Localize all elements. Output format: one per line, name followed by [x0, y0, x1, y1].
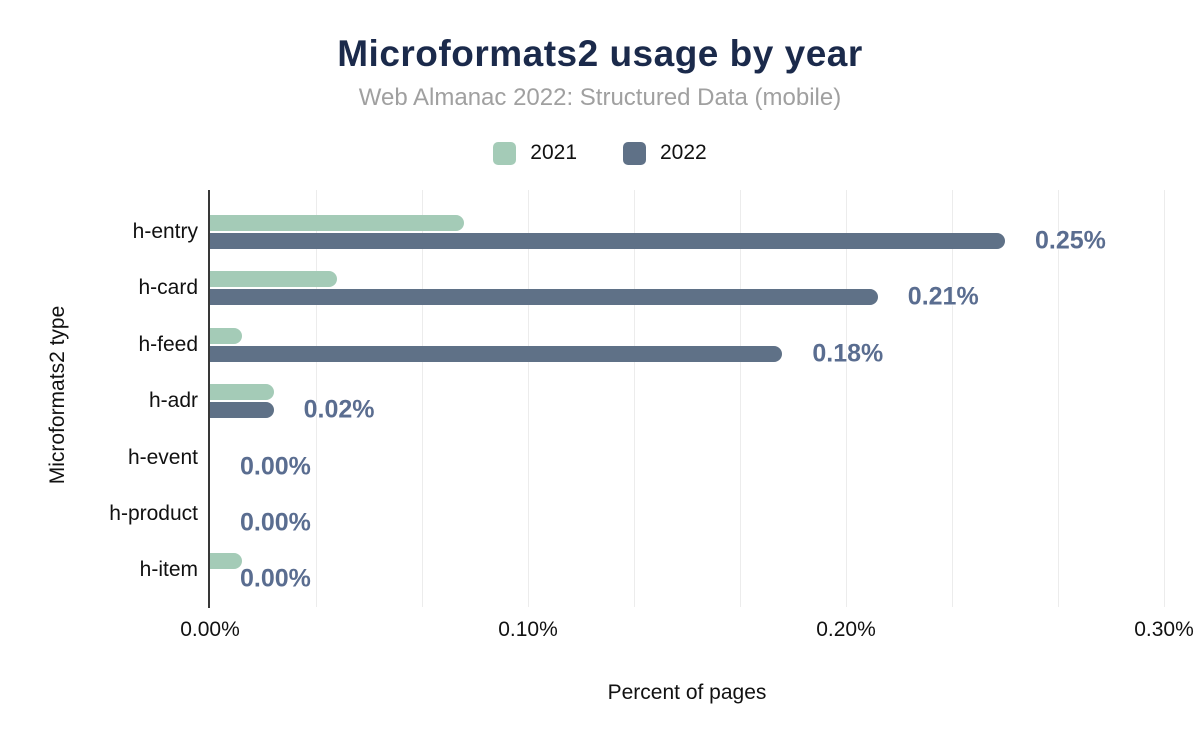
chart-title: Microformats2 usage by year: [337, 33, 863, 74]
x-tick-0.30%: 0.30%: [1134, 618, 1194, 641]
value-label-h-card: 0.21%: [907, 282, 979, 311]
legend-label-2022: 2022: [660, 141, 707, 164]
gridline: [633, 190, 635, 607]
category-label-h-feed: h-feed: [138, 332, 198, 356]
legend-label-2021: 2021: [530, 141, 577, 164]
legend-swatch-2021-icon: [493, 141, 517, 165]
value-label-h-event: 0.00%: [240, 452, 311, 481]
gridline: [1163, 190, 1165, 607]
x-tick-0.20%: 0.20%: [816, 618, 876, 641]
category-labels: h-entry h-card h-feed h-adr h-event h-product…: [0, 190, 198, 600]
value-label-h-item: 0.00%: [240, 564, 311, 593]
gridline: [527, 190, 529, 607]
category-label-h-item: h-item: [139, 558, 198, 582]
legend-item-2021[interactable]: 2021: [493, 141, 577, 165]
bar-2022-h-entry[interactable]: [210, 233, 1005, 249]
y-axis-line: [208, 190, 210, 608]
bar-2021-h-entry[interactable]: [210, 215, 465, 231]
value-label-h-adr: 0.02%: [303, 395, 375, 424]
x-axis-title: Percent of pages: [607, 681, 767, 704]
value-label-h-entry: 0.25%: [1035, 226, 1106, 255]
gridline: [315, 190, 317, 607]
value-label-h-feed: 0.18%: [812, 339, 884, 368]
category-label-h-entry: h-entry: [132, 220, 198, 243]
x-tick-0.10%: 0.10%: [498, 618, 558, 641]
x-tick-0.00%: 0.00%: [180, 618, 240, 641]
plot-area: 0.25% 0.21% 0.18% 0.02% 0.00% 0.00% 0.00%: [208, 190, 1165, 608]
bar-2022-h-adr[interactable]: [210, 402, 274, 419]
bar-2021-h-feed[interactable]: [210, 327, 242, 344]
gridline: [951, 190, 953, 607]
gridline: [845, 190, 847, 607]
bar-2022-h-feed[interactable]: [210, 345, 783, 362]
chart-subtitle: Web Almanac 2022: Structured Data (mobil…: [358, 84, 842, 111]
category-label-h-card: h-card: [138, 276, 198, 300]
bar-2021-h-card[interactable]: [210, 271, 338, 288]
gridline: [739, 190, 741, 607]
x-axis-ticks: 0.00% 0.10% 0.20% 0.30%: [180, 618, 1194, 642]
gridline: [421, 190, 423, 607]
legend-item-2022[interactable]: 2022: [623, 141, 707, 165]
legend-swatch-2022-icon: [623, 141, 646, 165]
category-label-h-event: h-event: [127, 445, 198, 469]
bar-2021-h-adr[interactable]: [210, 384, 274, 401]
value-label-h-product: 0.00%: [240, 508, 311, 537]
category-label-h-product: h-product: [109, 502, 198, 525]
legend: 2021 2022: [0, 141, 1200, 165]
gridline: [1057, 190, 1059, 607]
bar-2021-h-item[interactable]: [210, 553, 242, 570]
category-label-h-adr: h-adr: [148, 389, 198, 413]
bar-2022-h-card[interactable]: [210, 289, 878, 306]
